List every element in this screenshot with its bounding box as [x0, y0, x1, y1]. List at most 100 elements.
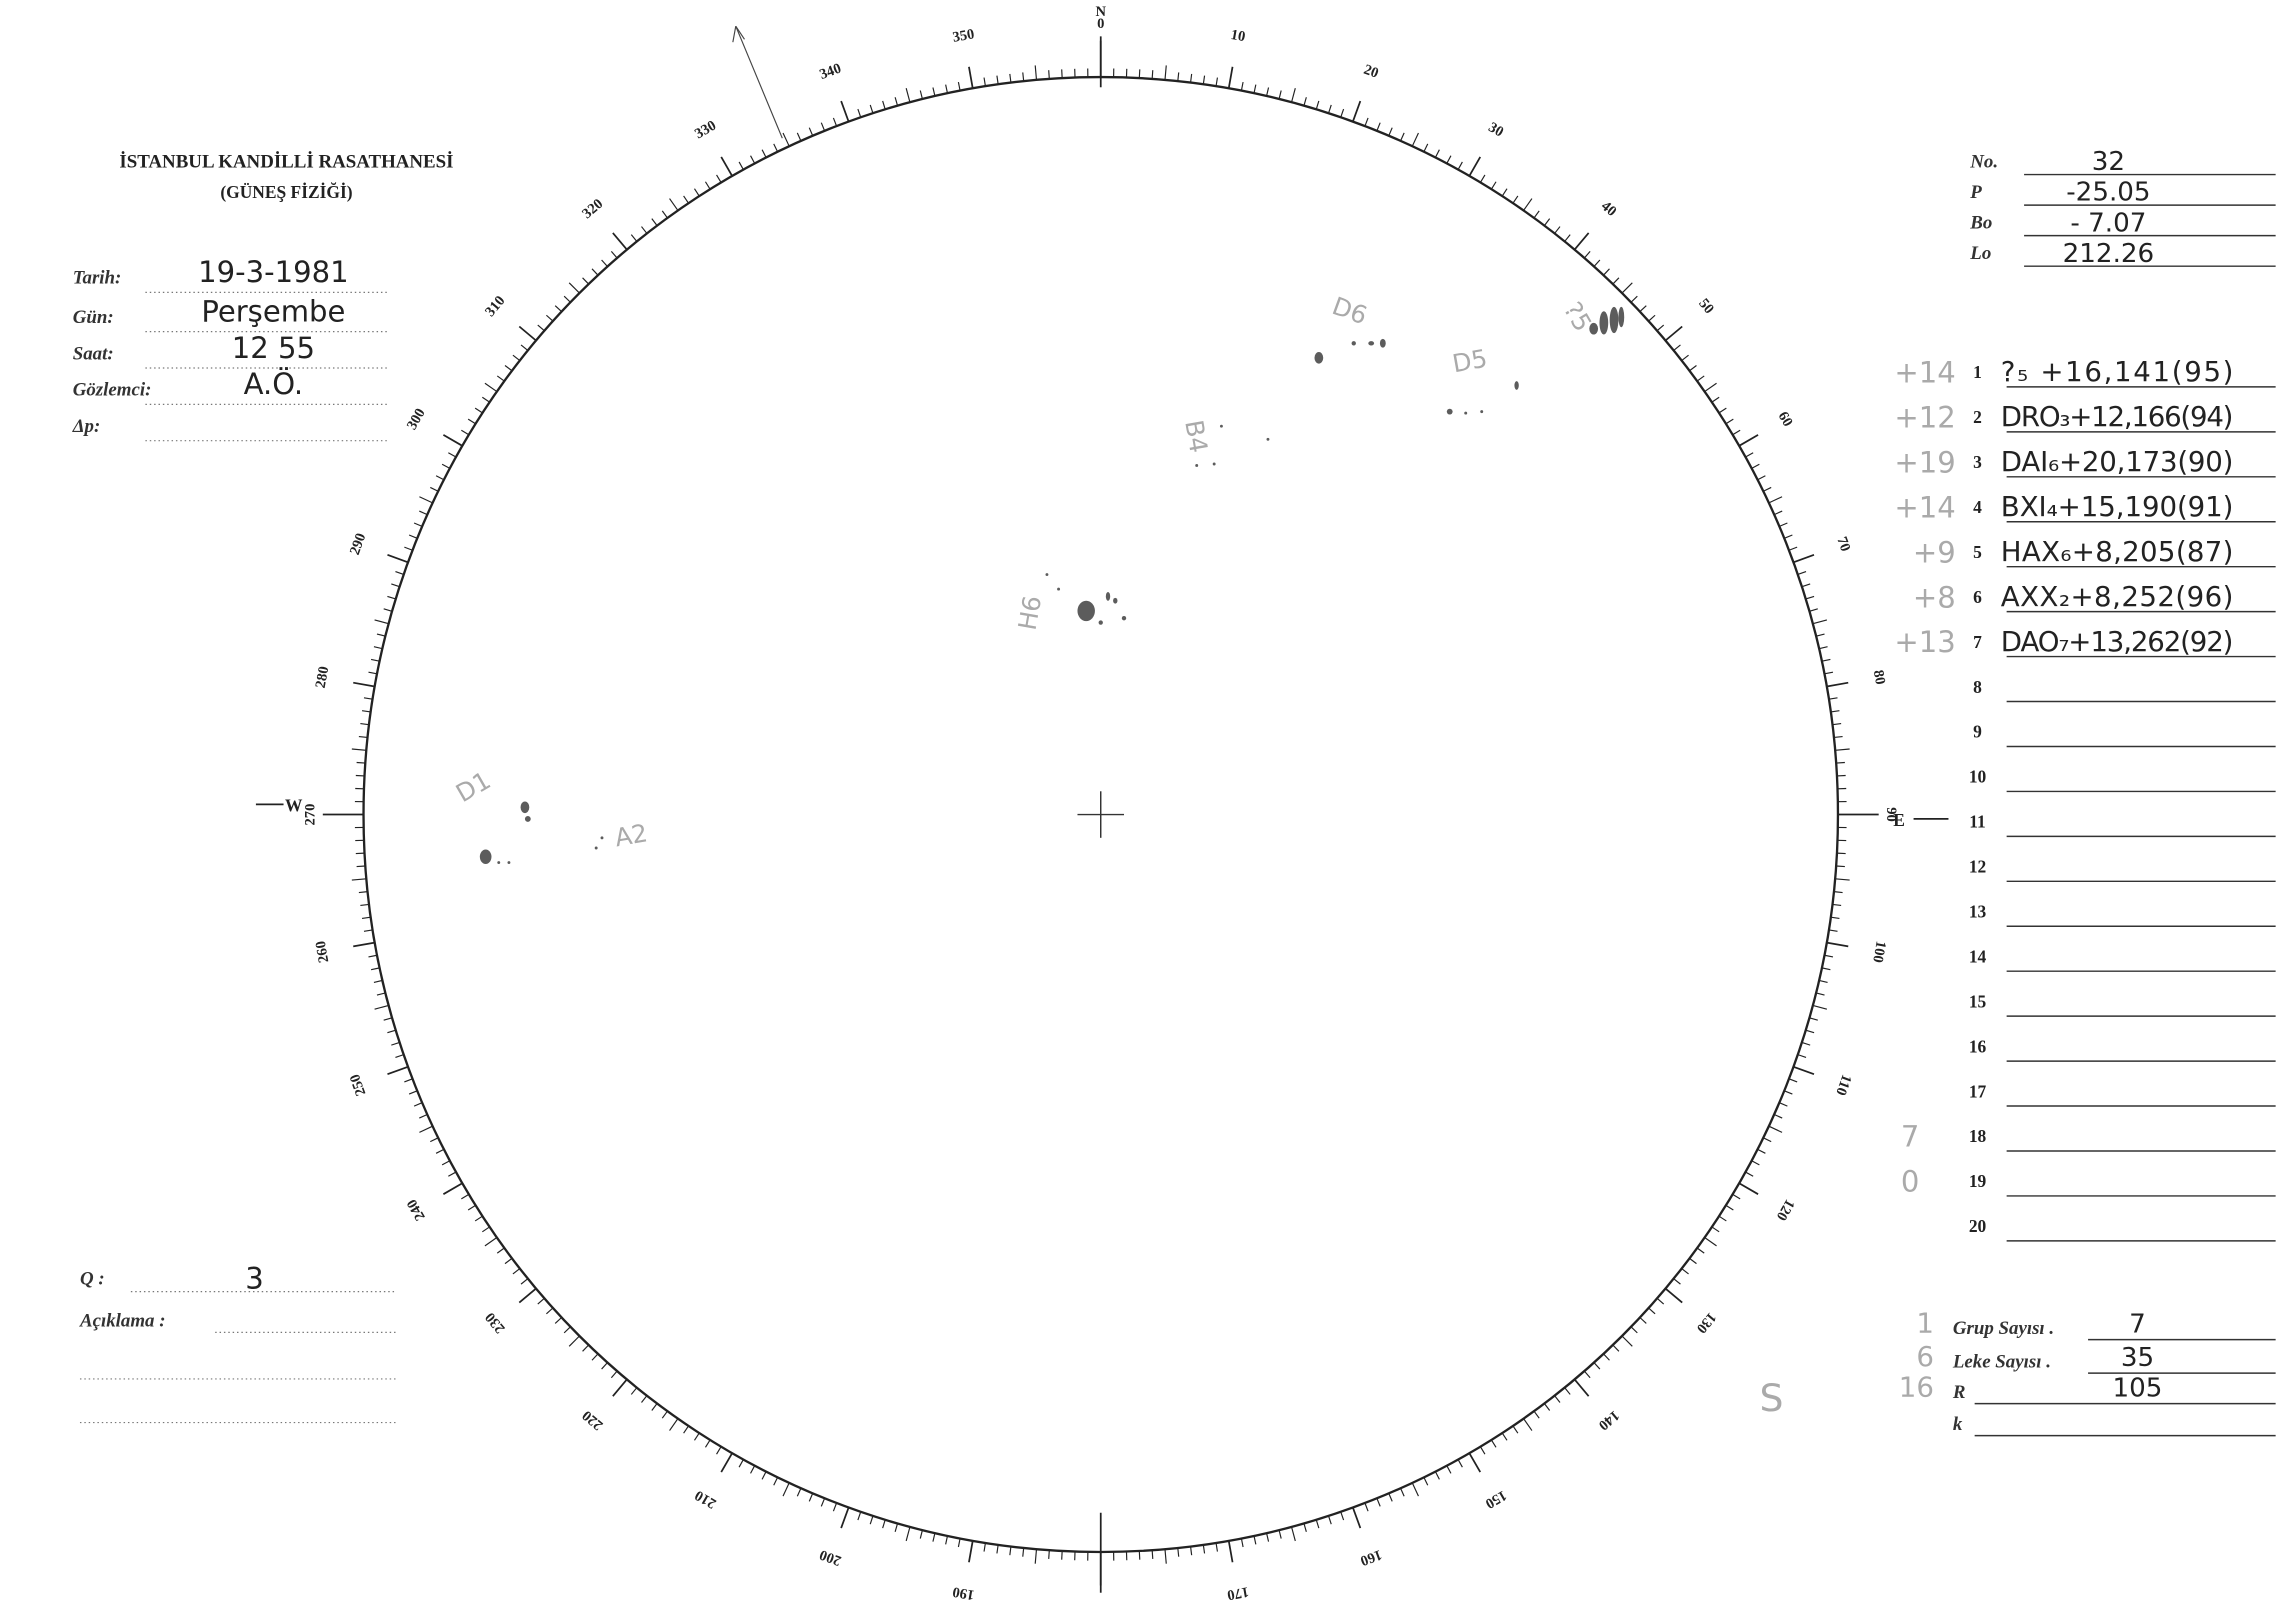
dial-tick	[430, 486, 439, 492]
dial-tick	[363, 697, 373, 700]
summary-value: 35	[2121, 1343, 2154, 1373]
dial-tick	[1830, 916, 1840, 919]
group-note: +14	[1894, 490, 1955, 524]
dial-tick	[1673, 1278, 1681, 1285]
dial-label: 290	[347, 531, 369, 557]
sunspot	[497, 861, 501, 864]
dial-label: 80	[1870, 669, 1888, 686]
dial-tick	[1639, 1317, 1647, 1324]
dial-tick	[1266, 1532, 1270, 1542]
dial-tick	[413, 1102, 423, 1107]
dial-tick	[1376, 122, 1381, 132]
dial-label: 160	[1358, 1546, 1384, 1568]
dial-tick	[461, 1193, 470, 1200]
field-label: Gün:	[73, 307, 114, 328]
dial-tick	[387, 1029, 396, 1034]
dial-tick	[761, 149, 767, 158]
dial-tick	[796, 1488, 802, 1497]
dial-tick	[1253, 1535, 1257, 1545]
dial-tick	[1696, 375, 1705, 382]
dial-tick	[630, 234, 638, 242]
dial-tick	[1630, 1326, 1638, 1334]
summary-label: Grup Sayısı .	[1953, 1318, 2054, 1339]
dial-tick	[641, 226, 648, 234]
group-note: +8	[1913, 580, 1956, 614]
dial-tick	[1779, 1102, 1788, 1107]
dial-tick	[1833, 891, 1843, 894]
dial-tick	[512, 354, 521, 361]
dial-tick	[1793, 554, 1815, 564]
dial-tick	[591, 1353, 599, 1361]
parameter-label: P	[1969, 182, 1982, 203]
group-number: 19	[1969, 1171, 1987, 1191]
dial-tick	[693, 1432, 700, 1441]
dial-tick	[582, 1344, 590, 1352]
dial-tick	[1034, 1549, 1038, 1564]
dial-tick	[1725, 418, 1734, 425]
dial-tick	[945, 1535, 949, 1545]
dial-tick	[568, 282, 580, 294]
dial-tick	[1830, 710, 1840, 713]
dial-tick	[591, 268, 599, 276]
parameter-value: -25.05	[2066, 178, 2150, 208]
dial-tick	[1388, 1493, 1393, 1502]
dial-tick	[351, 748, 367, 751]
dial-tick	[467, 1204, 476, 1211]
dial-tick	[1797, 1054, 1807, 1059]
dial-tick	[1648, 314, 1656, 322]
dial-tick	[1689, 1257, 1697, 1265]
dial-tick	[1793, 1065, 1815, 1076]
dial-tick	[1048, 70, 1050, 79]
dial-tick	[1352, 100, 1362, 122]
field-label: Δp:	[72, 416, 101, 437]
dial-tick	[391, 583, 400, 588]
summary-note: 16	[1899, 1370, 1934, 1403]
dial-tick	[1177, 1547, 1180, 1557]
dial-tick	[1512, 1425, 1519, 1434]
dial-tick	[857, 1511, 862, 1521]
dial-label: 0	[1097, 16, 1104, 32]
dial-tick	[484, 1237, 498, 1247]
parameter-label: No.	[1969, 151, 1998, 172]
group-number: 10	[1969, 767, 1987, 787]
summary-value: 7	[2129, 1309, 2146, 1339]
dial-tick	[1227, 1540, 1234, 1563]
sunspot	[1219, 424, 1223, 428]
group-number: 17	[1969, 1081, 1987, 1101]
dial-tick	[474, 1215, 483, 1222]
group-number: 9	[1973, 722, 1982, 742]
remarks-label: Açıklama :	[79, 1311, 166, 1332]
dial-tick	[720, 1452, 733, 1473]
dial-tick	[387, 595, 396, 600]
group-note: +9	[1913, 535, 1956, 569]
dial-tick	[1554, 1395, 1561, 1403]
dial-tick	[484, 382, 498, 393]
dial-tick	[1832, 723, 1842, 726]
dial-tick	[1711, 1226, 1720, 1233]
dial-tick	[996, 1544, 999, 1554]
dial-label: 30	[1486, 119, 1507, 140]
dial-tick	[1009, 1546, 1012, 1556]
dial-tick	[1564, 234, 1571, 242]
dial-tick	[1573, 1378, 1590, 1397]
dial-tick	[1711, 396, 1720, 403]
dial-tick	[383, 608, 393, 612]
dial-tick	[1048, 1550, 1050, 1559]
dial-label: 60	[1775, 409, 1796, 430]
dial-tick	[1388, 127, 1393, 136]
dial-tick	[1673, 344, 1681, 351]
group-note: +12	[1894, 400, 1955, 434]
dial-tick	[518, 325, 537, 342]
dial-tick	[374, 1004, 389, 1010]
dial-tick	[919, 90, 923, 100]
dial-tick	[1253, 84, 1257, 94]
dial-tick	[869, 1515, 874, 1525]
pole-arrowhead	[732, 25, 745, 43]
group-annotation: H6	[1013, 593, 1048, 632]
dial-tick	[820, 1498, 826, 1507]
dial-tick	[430, 1137, 439, 1143]
dial-label: 200	[817, 1546, 843, 1568]
dial-tick	[601, 1362, 608, 1370]
